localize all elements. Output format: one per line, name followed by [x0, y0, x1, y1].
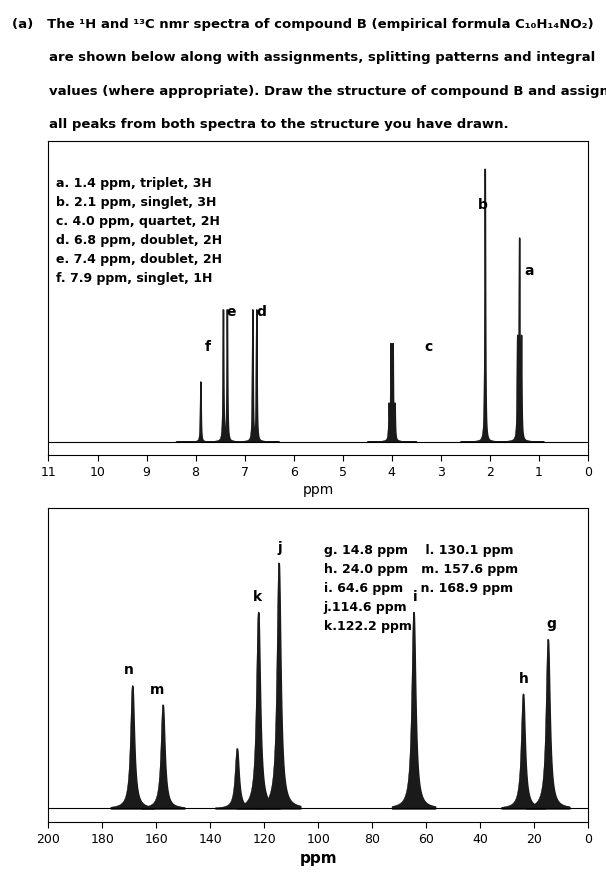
- Text: g. 14.8 ppm    l. 130.1 ppm
h. 24.0 ppm   m. 157.6 ppm
i. 64.6 ppm    n. 168.9 p: g. 14.8 ppm l. 130.1 ppm h. 24.0 ppm m. …: [324, 544, 518, 633]
- Text: n: n: [124, 664, 133, 677]
- Text: f: f: [205, 340, 211, 354]
- Text: a. 1.4 ppm, triplet, 3H
b. 2.1 ppm, singlet, 3H
c. 4.0 ppm, quartet, 2H
d. 6.8 p: a. 1.4 ppm, triplet, 3H b. 2.1 ppm, sing…: [56, 177, 222, 285]
- Text: j: j: [278, 541, 282, 554]
- Text: a: a: [524, 264, 534, 278]
- Text: values (where appropriate). Draw the structure of compound B and assign: values (where appropriate). Draw the str…: [12, 85, 606, 98]
- Text: e: e: [227, 305, 236, 319]
- Text: (a)   The ¹H and ¹³C nmr spectra of compound B (empirical formula C₁₀H₁₄NO₂): (a) The ¹H and ¹³C nmr spectra of compou…: [12, 18, 594, 31]
- Text: are shown below along with assignments, splitting patterns and integral: are shown below along with assignments, …: [12, 51, 595, 65]
- Text: i: i: [413, 590, 418, 604]
- Text: g: g: [546, 617, 556, 631]
- Text: k: k: [252, 590, 262, 604]
- Text: b: b: [478, 198, 487, 212]
- Text: HSP-01-202: HSP-01-202: [48, 524, 114, 534]
- Text: d: d: [257, 305, 267, 319]
- Text: c: c: [424, 340, 433, 354]
- Text: all peaks from both spectra to the structure you have drawn.: all peaks from both spectra to the struc…: [12, 118, 509, 132]
- Text: m: m: [150, 682, 164, 697]
- Text: h: h: [519, 672, 529, 686]
- X-axis label: ppm: ppm: [302, 483, 334, 497]
- X-axis label: ppm: ppm: [299, 851, 337, 866]
